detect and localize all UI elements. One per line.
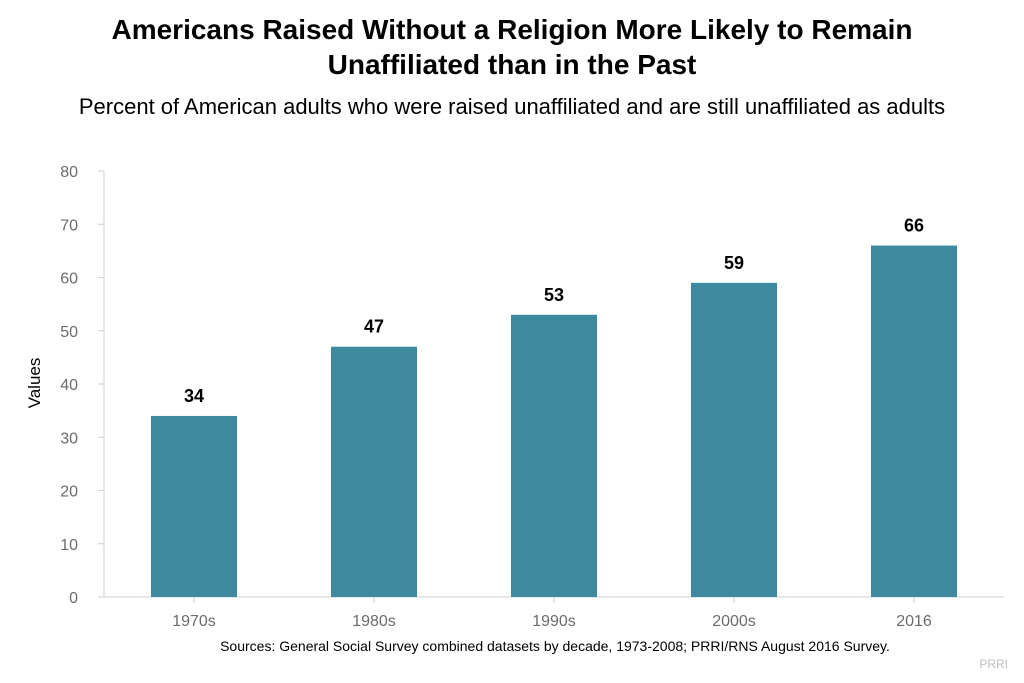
data-label: 66 (904, 216, 924, 236)
x-tick-label: 2000s (712, 613, 756, 630)
chart-source: Sources: General Social Survey combined … (220, 638, 890, 654)
brand-label: PRRI (979, 657, 1008, 671)
bar-1990s (511, 314, 597, 597)
bar-1970s (151, 415, 237, 597)
data-labels: 34 47 53 59 66 (184, 216, 924, 406)
x-tick-label: 1990s (532, 613, 576, 630)
y-tick-label: 40 (60, 377, 78, 394)
data-label: 53 (544, 285, 564, 305)
data-label: 59 (724, 253, 744, 273)
bar-2000s (691, 282, 777, 597)
y-tick-label: 50 (60, 324, 78, 341)
bar-1980s (331, 346, 417, 597)
y-tick-label: 60 (60, 271, 78, 288)
y-tick-label: 20 (60, 484, 78, 501)
x-tick-label: 1970s (172, 613, 216, 630)
chart-subtitle: Percent of American adults who were rais… (78, 94, 946, 119)
y-tick-label: 80 (60, 164, 78, 181)
bars (151, 245, 957, 598)
y-tick-label: 10 (60, 537, 78, 554)
data-label: 47 (364, 317, 384, 337)
data-label: 34 (184, 386, 204, 406)
y-axis-label: Values (25, 358, 44, 409)
y-tick-label: 30 (60, 430, 78, 447)
y-tick-label: 70 (60, 217, 78, 234)
x-tick-label: 2016 (896, 613, 932, 630)
axes: 0 10 20 30 40 50 60 70 80 1970s 1980s 1990s 2000s 201… (60, 164, 1004, 630)
x-tick-label: 1980s (352, 613, 396, 630)
y-tick-label: 0 (69, 590, 78, 607)
chart-title: Americans Raised Without a Religion More… (111, 14, 913, 80)
bar-2016 (871, 245, 957, 598)
